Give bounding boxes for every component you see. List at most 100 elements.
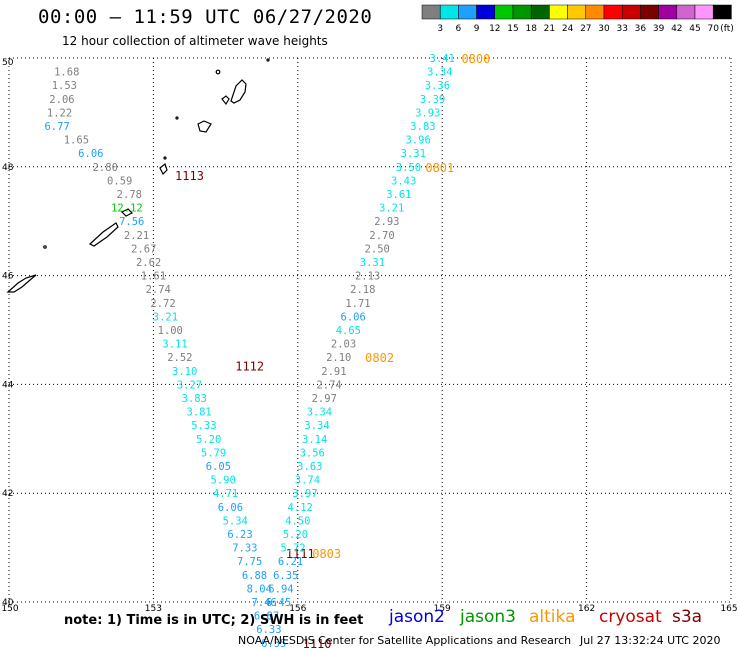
swh-value: 2.50 <box>365 243 390 255</box>
y-tick-label: 44 <box>2 380 14 390</box>
swh-value: 5.33 <box>191 420 216 432</box>
islet <box>175 116 179 120</box>
swh-value: 3.21 <box>379 203 404 215</box>
lat-lon-grid <box>8 57 732 603</box>
chart-title: 00:00 – 11:59 UTC 06/27/2020 <box>38 6 373 28</box>
colorbar-swatch <box>458 4 477 20</box>
swh-value: 6.06 <box>78 148 103 160</box>
colorbar-swatch <box>512 4 532 20</box>
colorbar-tick-label: 30 <box>598 24 610 34</box>
colorbar-tick-label: 39 <box>653 24 665 34</box>
x-tick-label: 159 <box>434 604 451 614</box>
swh-value: 3.31 <box>401 148 426 160</box>
swh-value: 3.10 <box>172 366 197 378</box>
swh-value: 6.23 <box>227 529 252 541</box>
swh-value: 6.06 <box>341 311 366 323</box>
swh-value: 3.41 <box>430 53 455 65</box>
swh-value: 4.65 <box>336 325 361 337</box>
colorbar-tick-label: 9 <box>474 24 480 34</box>
swh-value: 3.93 <box>415 107 440 119</box>
swh-value: 7.56 <box>119 216 144 228</box>
swh-value: 2.06 <box>49 94 74 106</box>
swh-value: 8.04 <box>247 583 272 595</box>
y-tick-label: 50 <box>2 58 14 68</box>
y-tick-label: 48 <box>2 163 14 173</box>
data-marks: 1.681.532.061.226.771.656.062.800.592.78… <box>44 52 490 650</box>
x-tick-label: 150 <box>1 604 18 614</box>
swh-value: 7.46 <box>251 597 276 609</box>
swh-value: 3.96 <box>405 135 430 147</box>
colorbar-swatch <box>530 4 550 20</box>
swh-value: 2.93 <box>374 216 399 228</box>
swh-value: 5.20 <box>283 529 308 541</box>
colorbar-unit: (ft) <box>720 24 734 34</box>
legend-cryosat: cryosat <box>599 607 662 627</box>
swh-value: 3.31 <box>360 257 385 269</box>
colorbar-swatch <box>640 4 659 20</box>
footer-note: note: 1) Time is in UTC; 2) SWH is in fe… <box>64 613 364 628</box>
swh-value: 6.06 <box>218 502 243 514</box>
island-small <box>120 208 134 217</box>
colorbar-tick-label: 15 <box>507 24 518 34</box>
swh-value: 2.52 <box>167 352 192 364</box>
swh-value: 2.21 <box>124 230 149 242</box>
legend-jason2: jason2 <box>389 607 445 627</box>
colorbar-swatch <box>694 4 714 20</box>
colorbar-swatch <box>603 4 623 20</box>
swh-value: 6.87 <box>254 611 279 623</box>
colorbar-tick-label: 24 <box>562 24 574 34</box>
swh-value: 2.03 <box>331 339 356 351</box>
coastline <box>6 58 270 293</box>
swh-value: 2.97 <box>312 393 337 405</box>
swh-value: 2.67 <box>131 243 156 255</box>
colorbar-tick-label: 12 <box>489 24 500 34</box>
swh-value: 6.35 <box>273 570 298 582</box>
colorbar-tick-label: 70 <box>707 24 719 34</box>
swh-value: 5.90 <box>211 475 236 487</box>
colorbar-tick-label: 6 <box>456 24 462 34</box>
colorbar-swatch <box>421 4 441 20</box>
swh-value: 1.00 <box>158 325 183 337</box>
swh-value: 5.34 <box>223 515 248 527</box>
colorbar-tick-label: 21 <box>544 24 555 34</box>
colorbar-tick-label: 18 <box>525 24 537 34</box>
swh-value: 2.91 <box>321 366 346 378</box>
islet <box>266 58 270 62</box>
pass-time-label: 0802 <box>365 351 394 365</box>
colorbar-swatch <box>549 4 568 20</box>
swh-value: 2.62 <box>136 257 161 269</box>
swh-value: 5.20 <box>196 434 221 446</box>
legend-altika: altika <box>529 607 576 627</box>
colorbar-swatch <box>658 4 678 20</box>
swh-value: 2.70 <box>369 230 394 242</box>
swh-value: 6.55 <box>261 638 286 650</box>
swh-value: 1.68 <box>54 67 79 79</box>
swh-value: 3.50 <box>396 162 421 174</box>
swh-value: 3.97 <box>292 488 317 500</box>
swh-value: 2.74 <box>316 379 341 391</box>
colorbar-swatch <box>567 4 587 20</box>
islet <box>43 245 47 249</box>
swh-value: 6.94 <box>268 583 293 595</box>
swh-value: 1.22 <box>47 107 72 119</box>
swh-value: 3.11 <box>162 339 187 351</box>
swh-value: 3.36 <box>425 80 450 92</box>
colorbar-swatch <box>585 4 605 20</box>
pass-time-label: 0801 <box>425 161 454 175</box>
swh-value: 3.61 <box>386 189 411 201</box>
generated-timestamp: Jul 27 13:32:24 UTC 2020 <box>580 634 721 647</box>
swh-value: 0.59 <box>107 175 132 187</box>
swh-value: 1.53 <box>52 80 77 92</box>
colorbar-tick-label: 33 <box>616 24 627 34</box>
swh-value: 2.74 <box>146 284 171 296</box>
swh-value: 3.34 <box>307 407 332 419</box>
axis-tick-labels: 150 153 156 159 162 165 40 42 44 46 48 50 <box>1 58 737 614</box>
colorbar-swatch <box>494 4 514 20</box>
colorbar-tick-label: 3 <box>437 24 443 34</box>
y-tick-label: 46 <box>2 272 14 282</box>
swh-value: 2.72 <box>150 298 175 310</box>
island-large <box>230 79 247 104</box>
y-tick-label: 42 <box>2 489 13 499</box>
swh-value: 1.65 <box>64 135 89 147</box>
